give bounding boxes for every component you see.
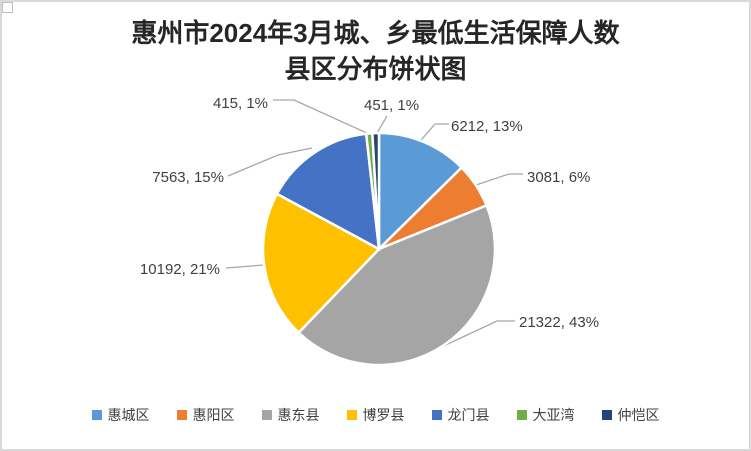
data-label-博罗县: 10192, 21% (140, 261, 220, 278)
data-labels: 6212, 13% 3081, 6% 21322, 43% 10192, 21% 756… (140, 95, 599, 331)
leader-line-惠城区 (415, 123, 449, 147)
legend-item-惠城区[interactable]: 惠城区 (91, 405, 150, 425)
chart-title-line-1: 惠州市2024年3月城、乡最低生活保障人数 (131, 18, 620, 48)
leader-line-大亚湾 (273, 99, 370, 135)
data-label-仲恺区: 451, 1% (364, 97, 419, 114)
legend-marker-龙门县 (431, 410, 442, 420)
pie-slice-博罗县[interactable] (261, 192, 382, 335)
corner-artifact (2, 2, 13, 13)
leader-lines (225, 99, 523, 350)
pie-slice-龙门县[interactable] (275, 132, 381, 252)
legend-label: 大亚湾 (532, 407, 575, 423)
data-label-惠阳区: 3081, 6% (527, 169, 590, 186)
pie-slice-仲恺区[interactable] (371, 131, 381, 250)
legend: 惠城区 惠阳区 惠东县 博罗县 龙门县 大亚湾 仲恺区 (2, 404, 749, 426)
legend-marker-博罗县 (346, 410, 357, 420)
pie-slice-惠城区[interactable] (377, 131, 464, 252)
legend-label: 惠城区 (107, 407, 150, 423)
legend-marker-惠东县 (261, 410, 272, 420)
legend-label: 龙门县 (447, 407, 490, 423)
legend-label: 仲恺区 (617, 407, 660, 423)
legend-label: 惠阳区 (192, 407, 235, 423)
leader-line-惠阳区 (475, 173, 523, 186)
legend-label: 惠东县 (277, 407, 320, 423)
leader-line-博罗县 (225, 264, 265, 269)
pie-slices (261, 131, 497, 367)
leader-line-仲恺区 (376, 115, 388, 134)
legend-item-博罗县[interactable]: 博罗县 (346, 405, 405, 425)
legend-item-大亚湾[interactable]: 大亚湾 (516, 405, 575, 425)
chart-title-line-2: 县区分布饼状图 (284, 54, 467, 84)
chart-title: 惠州市2024年3月城、乡最低生活保障人数 县区分布饼状图 (2, 15, 749, 87)
legend-item-龙门县[interactable]: 龙门县 (431, 405, 490, 425)
legend-marker-仲恺区 (601, 410, 612, 420)
leader-line-惠东县 (436, 320, 515, 350)
data-label-惠东县: 21322, 43% (519, 314, 599, 331)
data-label-大亚湾: 415, 1% (213, 95, 268, 112)
legend-marker-惠城区 (91, 410, 102, 420)
pie-slice-惠东县[interactable] (296, 203, 497, 367)
data-label-龙门县: 7563, 15% (152, 169, 224, 186)
legend-item-惠阳区[interactable]: 惠阳区 (176, 405, 235, 425)
leader-line-龙门县 (227, 147, 313, 177)
legend-marker-惠阳区 (176, 410, 187, 420)
data-label-惠城区: 6212, 13% (451, 118, 523, 135)
legend-marker-大亚湾 (516, 410, 527, 420)
legend-item-仲恺区[interactable]: 仲恺区 (601, 405, 660, 425)
legend-item-惠东县[interactable]: 惠东县 (261, 405, 320, 425)
legend-label: 博罗县 (362, 407, 405, 423)
